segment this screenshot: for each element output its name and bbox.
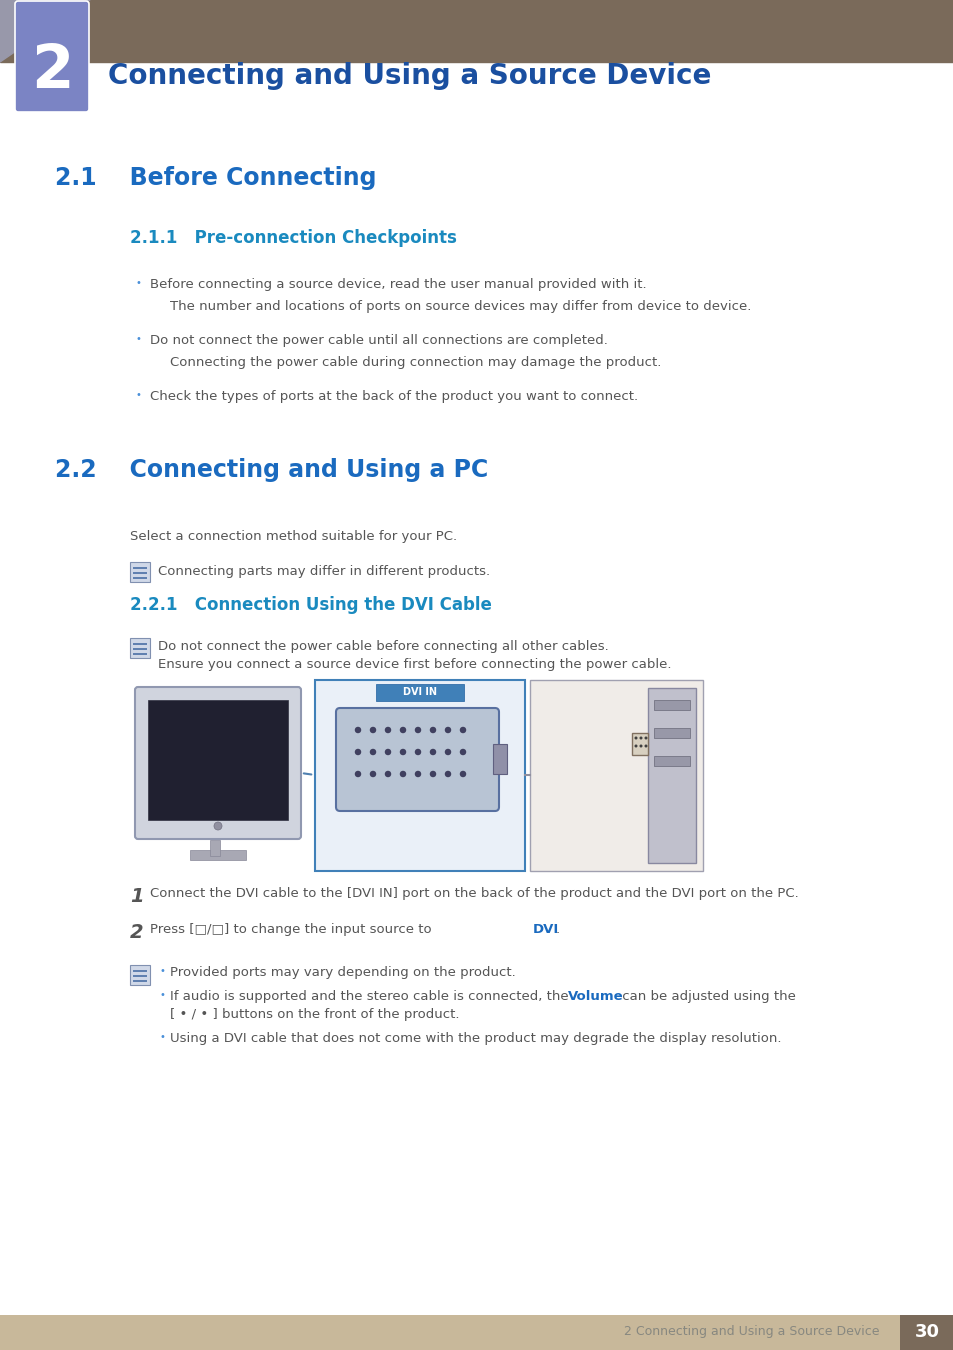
Circle shape	[370, 749, 375, 755]
Circle shape	[385, 771, 391, 778]
Bar	[132, 572, 147, 574]
Bar	[375, 684, 463, 701]
Circle shape	[444, 771, 451, 778]
Circle shape	[415, 749, 420, 755]
Bar	[314, 680, 524, 871]
Circle shape	[444, 728, 451, 733]
Text: Connecting parts may differ in different products.: Connecting parts may differ in different…	[158, 566, 490, 579]
Bar	[0, 0, 953, 62]
Circle shape	[459, 728, 465, 733]
Bar	[132, 648, 147, 649]
Text: The number and locations of ports on source devices may differ from device to de: The number and locations of ports on sou…	[170, 300, 751, 313]
Text: •: •	[159, 1031, 165, 1042]
Bar	[132, 653, 147, 655]
FancyBboxPatch shape	[335, 707, 498, 811]
Circle shape	[459, 749, 465, 755]
Text: Do not connect the power cable before connecting all other cables.: Do not connect the power cable before co…	[158, 640, 608, 653]
FancyBboxPatch shape	[135, 687, 301, 838]
Circle shape	[459, 771, 465, 778]
Text: Connecting and Using a Source Device: Connecting and Using a Source Device	[108, 62, 711, 90]
Text: 2.2    Connecting and Using a PC: 2.2 Connecting and Using a PC	[55, 458, 488, 482]
Bar	[190, 850, 246, 860]
Polygon shape	[0, 0, 90, 62]
Text: Ensure you connect a source device first before connecting the power cable.: Ensure you connect a source device first…	[158, 657, 671, 671]
Bar	[132, 975, 147, 977]
Text: •: •	[159, 967, 165, 976]
Text: DVI: DVI	[533, 923, 558, 936]
Circle shape	[370, 728, 375, 733]
Circle shape	[639, 737, 641, 740]
Bar	[132, 576, 147, 579]
Text: Select a connection method suitable for your PC.: Select a connection method suitable for …	[130, 531, 456, 543]
Text: .: .	[556, 923, 559, 936]
Bar	[631, 733, 647, 755]
Text: If audio is supported and the stereo cable is connected, the: If audio is supported and the stereo cab…	[170, 990, 572, 1003]
Circle shape	[415, 728, 420, 733]
Circle shape	[385, 728, 391, 733]
Circle shape	[644, 737, 647, 740]
Text: Check the types of ports at the back of the product you want to connect.: Check the types of ports at the back of …	[150, 390, 638, 404]
Text: 2: 2	[30, 42, 73, 101]
Circle shape	[385, 749, 391, 755]
Bar	[654, 701, 689, 710]
Circle shape	[370, 771, 375, 778]
FancyBboxPatch shape	[15, 1, 89, 112]
Text: •: •	[159, 990, 165, 1000]
Bar	[132, 643, 147, 645]
Bar	[130, 678, 704, 873]
Circle shape	[399, 728, 406, 733]
Circle shape	[634, 737, 637, 740]
Circle shape	[644, 744, 647, 748]
Bar	[530, 680, 702, 871]
Circle shape	[639, 744, 641, 748]
Text: 30: 30	[914, 1323, 939, 1341]
Text: Connecting the power cable during connection may damage the product.: Connecting the power cable during connec…	[170, 356, 660, 369]
Text: Using a DVI cable that does not come with the product may degrade the display re: Using a DVI cable that does not come wit…	[170, 1031, 781, 1045]
Circle shape	[430, 749, 436, 755]
Circle shape	[399, 749, 406, 755]
Bar	[130, 965, 150, 986]
Text: Do not connect the power cable until all connections are completed.: Do not connect the power cable until all…	[150, 333, 607, 347]
Bar	[493, 744, 506, 774]
Bar	[132, 567, 147, 568]
Bar	[0, 1315, 953, 1350]
Bar	[148, 701, 288, 819]
Circle shape	[355, 771, 360, 778]
Text: 2 Connecting and Using a Source Device: 2 Connecting and Using a Source Device	[624, 1326, 879, 1338]
Bar	[130, 562, 150, 582]
Circle shape	[430, 771, 436, 778]
Text: Volume: Volume	[567, 990, 623, 1003]
Circle shape	[399, 771, 406, 778]
Circle shape	[430, 728, 436, 733]
Text: 2.2.1   Connection Using the DVI Cable: 2.2.1 Connection Using the DVI Cable	[130, 595, 492, 614]
Circle shape	[444, 749, 451, 755]
Bar	[132, 971, 147, 972]
Bar	[130, 639, 150, 657]
Text: can be adjusted using the: can be adjusted using the	[618, 990, 795, 1003]
Bar	[899, 1315, 953, 1350]
Bar	[132, 980, 147, 981]
Circle shape	[355, 749, 360, 755]
Circle shape	[634, 744, 637, 748]
Text: •: •	[135, 390, 141, 400]
Text: •: •	[135, 333, 141, 344]
Text: 1: 1	[130, 887, 144, 906]
Text: Before connecting a source device, read the user manual provided with it.: Before connecting a source device, read …	[150, 278, 646, 292]
Text: [ • / • ] buttons on the front of the product.: [ • / • ] buttons on the front of the pr…	[170, 1008, 459, 1021]
Text: •: •	[135, 278, 141, 288]
Text: 2.1    Before Connecting: 2.1 Before Connecting	[55, 166, 376, 190]
Text: Provided ports may vary depending on the product.: Provided ports may vary depending on the…	[170, 967, 516, 979]
Circle shape	[355, 728, 360, 733]
Circle shape	[213, 822, 222, 830]
Text: Press [□/□] to change the input source to: Press [□/□] to change the input source t…	[150, 923, 436, 936]
Bar	[647, 688, 696, 863]
Bar	[210, 840, 220, 856]
Text: 2: 2	[130, 923, 144, 942]
Circle shape	[415, 771, 420, 778]
Text: Connect the DVI cable to the [DVI IN] port on the back of the product and the DV: Connect the DVI cable to the [DVI IN] po…	[150, 887, 798, 900]
Bar	[654, 756, 689, 765]
Bar	[654, 728, 689, 738]
Text: DVI IN: DVI IN	[402, 687, 436, 697]
Text: 2.1.1   Pre-connection Checkpoints: 2.1.1 Pre-connection Checkpoints	[130, 230, 456, 247]
